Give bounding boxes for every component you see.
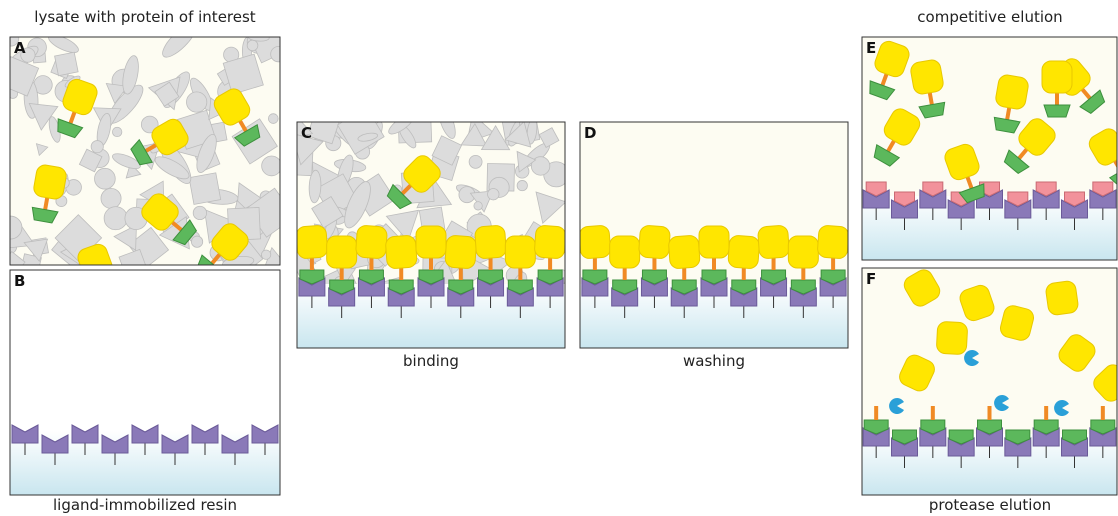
panel-caption: washing — [683, 352, 745, 370]
debris — [247, 40, 258, 51]
protein — [728, 235, 760, 269]
protein — [327, 236, 357, 268]
tag — [1044, 105, 1070, 117]
debris — [271, 46, 286, 61]
protein — [699, 226, 729, 258]
protein — [296, 225, 328, 259]
debris — [112, 127, 121, 136]
debris — [0, 216, 22, 239]
protein — [445, 235, 477, 269]
debris — [101, 188, 121, 208]
debris — [268, 114, 278, 124]
protein — [668, 235, 700, 269]
protein — [1042, 61, 1072, 93]
debris — [517, 180, 527, 190]
protein — [355, 225, 387, 259]
protein — [1045, 280, 1079, 316]
protein — [817, 225, 849, 259]
protein — [788, 236, 818, 268]
protein — [638, 225, 670, 259]
protein — [579, 225, 611, 259]
debris — [191, 236, 202, 247]
panel-label: A — [14, 39, 26, 57]
panel-title: lysate with protein of interest — [34, 8, 256, 26]
panel — [862, 37, 1118, 260]
protein — [610, 236, 640, 268]
debris — [469, 155, 482, 168]
panel — [285, 104, 570, 348]
debris — [261, 250, 270, 259]
panel — [579, 122, 849, 348]
debris — [474, 202, 482, 210]
panel-label: B — [14, 272, 25, 290]
panel-caption: ligand-immobilized resin — [53, 496, 237, 514]
protein — [32, 164, 67, 201]
debris — [104, 207, 127, 230]
debris — [91, 141, 103, 153]
debris — [193, 206, 206, 219]
debris — [189, 173, 221, 205]
protein — [474, 225, 506, 259]
panel-label: C — [301, 124, 312, 142]
protein — [534, 225, 566, 259]
panel-title: competitive elution — [917, 8, 1062, 26]
protein — [936, 321, 968, 355]
debris — [488, 189, 499, 200]
protein — [385, 235, 417, 269]
protein — [757, 225, 789, 259]
debris — [186, 92, 206, 112]
tagged-protein — [1042, 61, 1072, 117]
figure: lysate with protein of interest ligand-i… — [0, 0, 1118, 516]
panel-label: F — [866, 270, 876, 288]
debris — [262, 156, 282, 176]
panel-caption: protease elution — [929, 496, 1051, 514]
protein — [909, 59, 944, 96]
panel — [10, 270, 280, 495]
protein — [994, 74, 1029, 111]
panel — [862, 267, 1118, 495]
panel-label: E — [866, 39, 876, 57]
panel-label: D — [584, 124, 596, 142]
debris — [55, 52, 79, 76]
debris — [95, 168, 116, 189]
panel-caption: binding — [403, 352, 459, 370]
protein — [416, 226, 446, 258]
protein — [505, 236, 535, 268]
panel — [0, 20, 295, 305]
